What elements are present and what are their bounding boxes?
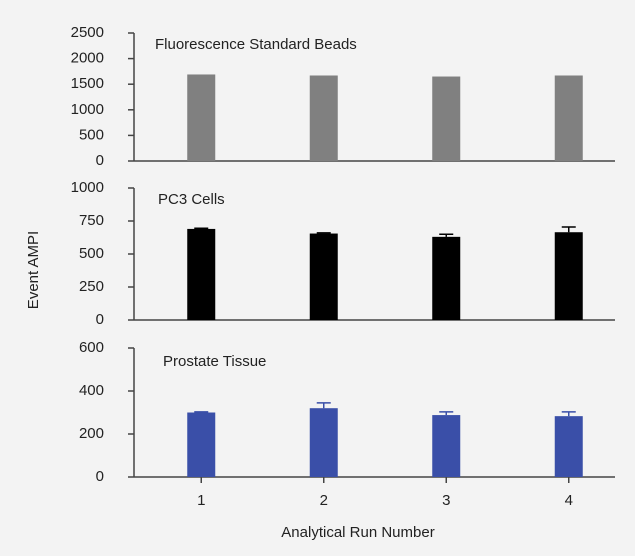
y-tick-label: 250 [79,278,104,295]
error-bar [316,232,331,234]
bar [309,408,338,477]
y-tick-label: 1000 [71,101,104,118]
bar [554,232,583,320]
y-tick-label: 200 [79,425,104,442]
y-tick-label: 2000 [71,50,104,67]
bar [432,415,461,477]
y-tick-label: 0 [96,152,104,169]
error-bar [561,411,576,417]
bar [187,412,216,477]
error-bar [194,411,209,413]
panel-title: Prostate Tissue [163,353,266,370]
y-tick-label: 750 [79,212,104,229]
y-tick-label: 500 [79,126,104,143]
y-tick-label: 600 [79,339,104,356]
bar [309,233,338,320]
x-tick-label: 4 [565,492,573,509]
bar [187,228,216,320]
y-tick-label: 400 [79,382,104,399]
y-tick-label: 0 [96,311,104,328]
x-tick-label: 3 [442,492,450,509]
y-tick-label: 1500 [71,75,104,92]
error-bar [561,226,576,233]
y-tick-label: 2500 [71,24,104,41]
x-tick-label: 1 [197,492,205,509]
x-tick-label: 2 [320,492,328,509]
bar [554,416,583,477]
bar [432,76,461,161]
bar [187,74,216,161]
panel-title: PC3 Cells [158,191,225,208]
y-tick-label: 1000 [71,179,104,196]
panel-title: Fluorescence Standard Beads [155,36,357,53]
bar [554,75,583,161]
error-bar [194,227,209,230]
y-tick-label: 0 [96,468,104,485]
y-axis-label: Event AMPI [25,231,42,309]
y-tick-label: 500 [79,245,104,262]
error-bar [439,411,454,416]
error-bar [316,402,331,409]
bar [309,75,338,161]
x-axis-label: Analytical Run Number [281,524,434,541]
error-bar [439,233,454,237]
bar [432,236,461,320]
